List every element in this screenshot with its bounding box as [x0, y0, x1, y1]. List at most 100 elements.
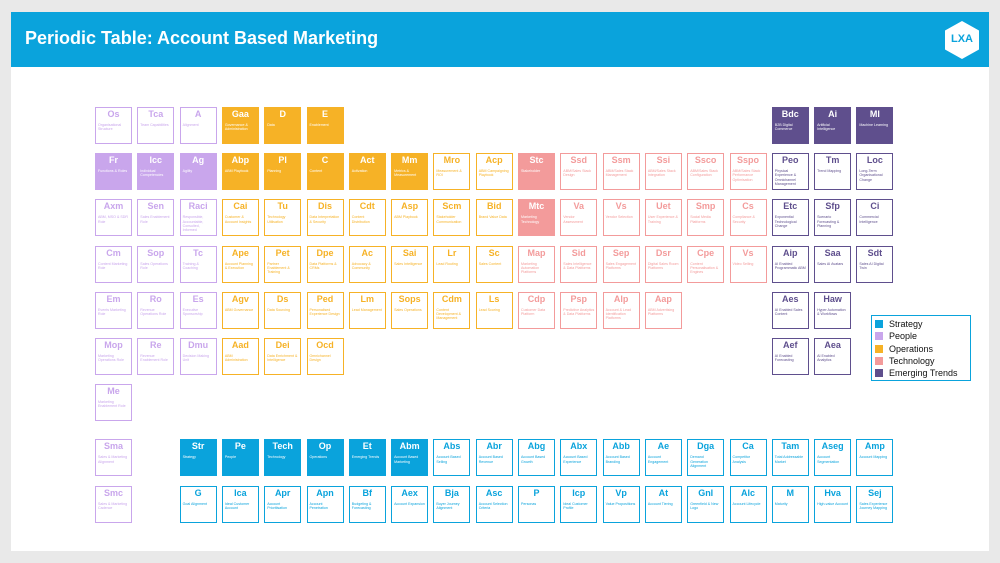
element-symbol: Pet	[275, 247, 290, 258]
element-tu: Tu Technology Utilisation	[264, 199, 302, 237]
element-symbol: Cs	[742, 201, 754, 212]
element-bf: Bf Budgeting & Forecasting	[348, 485, 386, 523]
element-d: D Data	[264, 107, 302, 144]
element-name: Stakeholder Communication	[436, 215, 462, 224]
element-vp: Vp Value Propositions	[602, 485, 640, 523]
element-symbol: Gaa	[231, 109, 249, 119]
element-sep: Sep Sales Engagement Platforms	[602, 245, 640, 283]
element-symbol: Agv	[231, 293, 249, 304]
element-symbol: Haw	[823, 293, 842, 304]
element-peo: Peo Physical Experience & Omnichannel Man…	[771, 153, 809, 191]
element-name: Buyer Journey Alignment	[436, 501, 460, 510]
element-name: Account Prioritisation	[267, 501, 287, 510]
element-agv: Agv ABM Governance	[221, 291, 259, 329]
element-ac: Ac Advocacy & Community	[348, 245, 386, 283]
element-abp: Abp ABM Playbook	[221, 153, 259, 191]
legend-item-emerging: Emerging Trends	[875, 367, 967, 379]
element-name: ABM/Sales Stack Integration	[647, 169, 676, 178]
element-symbol: Bid	[486, 201, 502, 212]
element-uet: Uet User Experience & Training	[644, 199, 682, 237]
element-symbol: D	[279, 109, 286, 119]
element-name: ABM Playbook	[394, 215, 418, 220]
element-aseg: Aseg Account Segmentation	[814, 439, 852, 477]
element-name: Sales Intelligence	[394, 261, 423, 266]
element-name: Customer Data Platform	[521, 307, 546, 316]
element-symbol: Sspo	[736, 155, 759, 166]
element-gaa: Gaa Governance & Administration	[221, 107, 259, 144]
element-name: Revenue Operations Role	[140, 307, 167, 316]
element-aip: Aip AI Enabled Programmatic ABM	[771, 245, 809, 283]
element-ssm: Ssm ABM/Sales Stack Management	[602, 153, 640, 191]
element-symbol: Aex	[401, 487, 418, 498]
element-name: Predictive Analytics & Data Platforms	[563, 307, 595, 316]
element-name: Enablement	[309, 123, 329, 127]
legend-swatch	[875, 357, 883, 366]
element-smp: Smp Social Media Platforms	[687, 199, 725, 237]
element-symbol: P	[533, 487, 540, 498]
element-name: Personalised Experience Design	[309, 307, 340, 316]
legend: Strategy People Operations Technology Emergi…	[871, 315, 971, 381]
element-cdm: Cdm Content Development & Management	[433, 291, 471, 329]
element-name: AI Enabled Programmatic ABM	[774, 261, 806, 270]
element-symbol: Uet	[656, 201, 671, 212]
element-symbol: M	[786, 487, 795, 498]
element-name: Account Engagement	[647, 455, 669, 464]
element-symbol: Mop	[104, 340, 123, 350]
element-symbol: Saa	[824, 247, 841, 258]
element-name: Account Based Branding	[605, 455, 630, 464]
periodic-table-canvas: Os Organisational Structure Tca Team Capabi…	[11, 67, 989, 551]
element-name: Total Addressable Market	[774, 455, 804, 464]
element-name: Exponential Technological Change	[774, 215, 797, 228]
element-symbol: G	[194, 487, 202, 498]
element-name: Account Selection Criteria	[478, 501, 508, 510]
element-symbol: Alp	[613, 293, 629, 304]
element-abm: Abm Account Based Marketing	[391, 439, 429, 477]
element-symbol: Bf	[362, 487, 373, 498]
element-ds: Ds Data Sourcing	[264, 291, 302, 329]
element-name: Ideal Customer Account	[224, 501, 250, 510]
element-va: Va Vendor Assessment	[560, 199, 598, 237]
element-name: Content Marketing Role	[98, 261, 128, 270]
element-vs: Vs Vendor Selection	[602, 199, 640, 237]
element-psp: Psp Predictive Analytics & Data Platforms	[560, 291, 598, 329]
element-symbol: Etc	[783, 201, 798, 212]
element-symbol: Cdt	[359, 201, 375, 212]
element-name: Account Penetration	[309, 501, 328, 510]
element-ssi: Ssi ABM/Sales Stack Integration	[644, 153, 682, 191]
legend-label: Technology	[889, 356, 935, 367]
element-name: Hyper Automation & Workflows	[817, 307, 846, 316]
element-name: High-value Account	[817, 501, 849, 506]
element-dei: Dei Data Enrichment & Intelligence	[264, 338, 302, 375]
element-symbol: Sej	[868, 487, 882, 498]
element-icp: Icp Ideal Customer Profile	[560, 485, 598, 523]
element-symbol: Scm	[442, 201, 462, 212]
legend-item-strategy: Strategy	[875, 318, 967, 330]
element-symbol: Tm	[825, 155, 840, 166]
element-aef: Aef AI Enabled Forecasting	[771, 338, 809, 375]
element-symbol: Abx	[570, 441, 588, 452]
element-tech: Tech Technology	[264, 439, 302, 477]
element-haw: Haw Hyper Automation & Workflows	[814, 291, 852, 329]
element-name: Content Development & Management	[436, 307, 461, 321]
element-symbol: Sid	[571, 247, 586, 258]
element-symbol: Tu	[277, 201, 288, 212]
element-bid: Bid Brand Value Data	[475, 199, 513, 237]
hexagon-logo-icon	[945, 21, 979, 59]
element-symbol: Gnl	[698, 487, 714, 498]
element-name: ABM/Sales Stack Performance Optimisation	[732, 169, 761, 182]
element-name: Social Media Platforms	[690, 215, 711, 224]
element-symbol: Acp	[485, 155, 503, 166]
element-name: Account Segmentation	[817, 455, 840, 464]
element-aes: Aes AI Enabled Sales Content	[771, 291, 809, 329]
element-name: Long-Term Organisational Change	[859, 169, 883, 182]
element-sc: Sc Sales Content	[475, 245, 513, 283]
element-name: Sales Enablement Role	[140, 215, 170, 224]
element-g: G Goal Alignment	[179, 485, 217, 523]
element-symbol: Amp	[864, 441, 885, 452]
element-name: Maturity	[774, 501, 788, 506]
element-mtc: Mtc Marketing Technology	[518, 199, 555, 237]
element-op: Op Operations	[306, 439, 344, 477]
element-ag: Ag Agility	[179, 153, 217, 191]
element-symbol: Sc	[488, 247, 500, 258]
page-title: Periodic Table: Account Based Marketing	[25, 28, 379, 48]
